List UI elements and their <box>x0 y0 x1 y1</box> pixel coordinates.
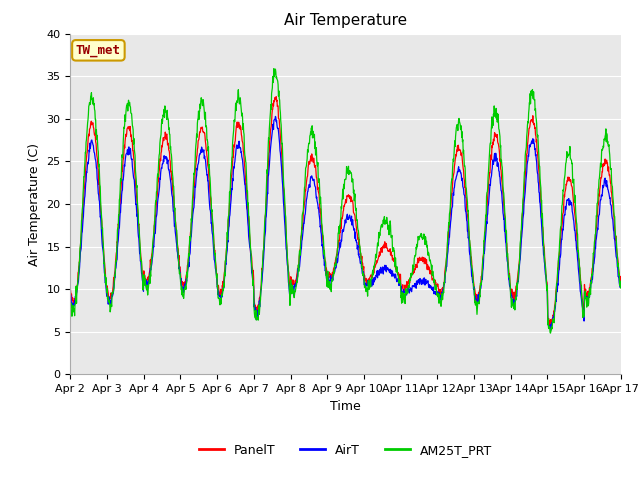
AirT <box>617 284 625 289</box>
AirT <box>67 291 74 297</box>
Legend: PanelT, AirT, AM25T_PRT: PanelT, AirT, AM25T_PRT <box>194 439 497 462</box>
PanelT <box>431 281 439 287</box>
PanelT <box>504 249 511 255</box>
AM25T_PRT <box>431 287 439 292</box>
X-axis label: Time: Time <box>330 400 361 413</box>
AM25T_PRT <box>175 271 183 276</box>
AirT <box>547 327 555 333</box>
AM25T_PRT <box>270 66 278 72</box>
PanelT <box>617 276 625 282</box>
AM25T_PRT <box>250 310 258 316</box>
AM25T_PRT <box>504 254 511 260</box>
AM25T_PRT <box>552 290 560 296</box>
PanelT <box>175 264 183 270</box>
PanelT <box>67 286 74 292</box>
PanelT <box>273 94 280 99</box>
Text: TW_met: TW_met <box>76 44 121 57</box>
AM25T_PRT <box>189 192 196 198</box>
AirT <box>504 258 511 264</box>
AirT <box>175 264 183 270</box>
PanelT <box>189 202 196 208</box>
AirT <box>431 288 439 294</box>
PanelT <box>250 300 258 305</box>
AirT <box>552 299 560 304</box>
AM25T_PRT <box>67 301 74 307</box>
Line: PanelT: PanelT <box>70 96 621 326</box>
AM25T_PRT <box>547 330 554 336</box>
Title: Air Temperature: Air Temperature <box>284 13 407 28</box>
PanelT <box>545 323 553 329</box>
AirT <box>250 301 258 307</box>
Y-axis label: Air Temperature (C): Air Temperature (C) <box>28 143 41 265</box>
PanelT <box>552 287 560 292</box>
Line: AM25T_PRT: AM25T_PRT <box>70 69 621 333</box>
AirT <box>189 212 196 217</box>
AirT <box>271 114 279 120</box>
AM25T_PRT <box>617 285 625 291</box>
Line: AirT: AirT <box>70 117 621 330</box>
